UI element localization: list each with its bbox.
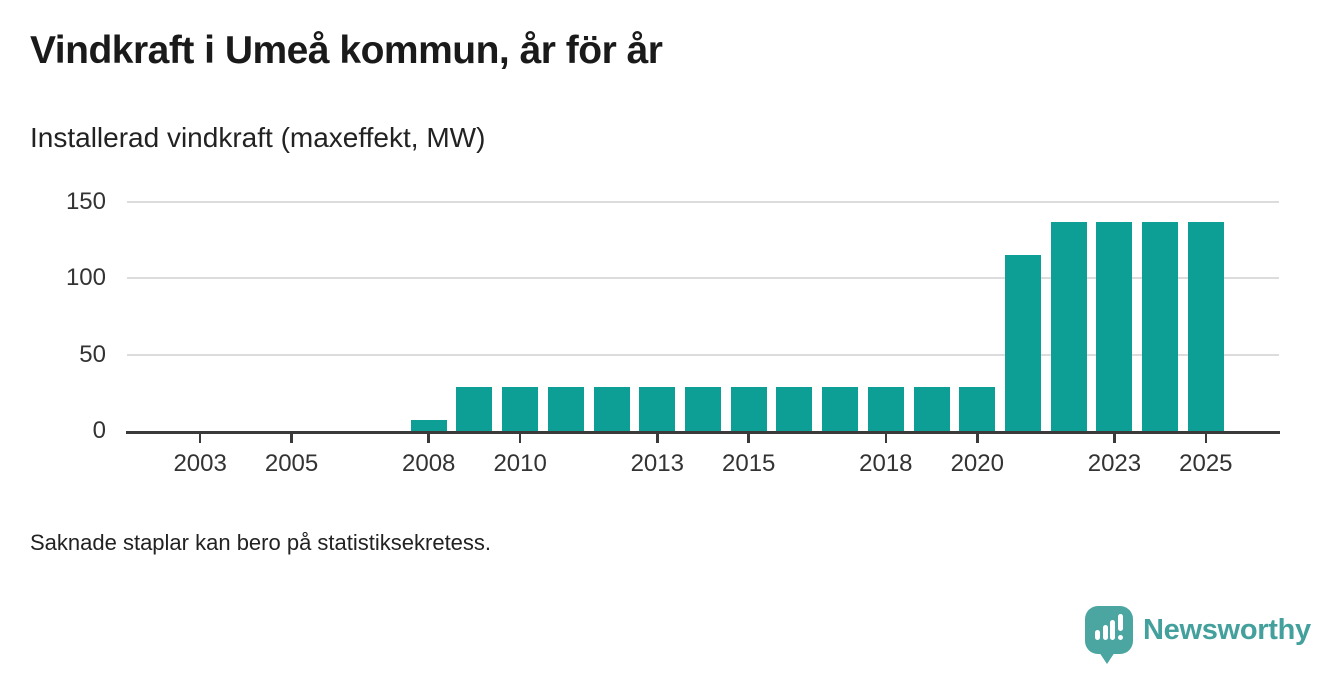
logo-exclamation-line <box>1117 614 1123 631</box>
x-tick-2015 <box>747 434 750 443</box>
x-axis-label-2008: 2008 <box>402 450 456 477</box>
x-axis-label-2023: 2023 <box>1087 450 1142 477</box>
x-axis-label-2005: 2005 <box>264 450 319 477</box>
bar-2016 <box>776 386 813 431</box>
x-tick-2008 <box>427 434 430 443</box>
x-tick-2005 <box>290 434 293 443</box>
bar-2009 <box>456 386 493 431</box>
bar-2008 <box>410 420 447 431</box>
bar-2019 <box>913 386 950 431</box>
speech-bubble-icon <box>1085 606 1133 654</box>
bar-2023 <box>1096 221 1133 431</box>
chart-subtitle: Installerad vindkraft (maxeffekt, MW) <box>30 122 486 153</box>
bar-2012 <box>593 386 630 431</box>
x-axis-label-2020: 2020 <box>950 450 1004 477</box>
logo-bar-medium <box>1102 625 1108 640</box>
newsworthy-logo: Newsworthy <box>1085 606 1311 664</box>
bar-2020 <box>959 386 996 431</box>
x-axis-label-2010: 2010 <box>493 450 547 477</box>
x-axis-label-2025: 2025 <box>1179 450 1233 477</box>
speech-bubble-tail <box>1099 652 1115 664</box>
bar-2013 <box>639 386 676 431</box>
gridline-100 <box>127 277 1279 280</box>
x-axis-line <box>126 430 1280 434</box>
x-tick-2010 <box>518 434 522 443</box>
bar-2017 <box>822 386 859 431</box>
bar-2021 <box>1005 255 1041 431</box>
logo-exclamation-dot <box>1117 634 1123 640</box>
x-tick-2013 <box>656 434 659 443</box>
bar-2022 <box>1050 221 1087 431</box>
x-axis-label-2015: 2015 <box>722 450 776 477</box>
bar-2010 <box>502 386 539 431</box>
x-tick-2020 <box>976 434 979 443</box>
x-axis-label-2003: 2003 <box>173 450 227 477</box>
x-axis-label-2013: 2013 <box>630 450 684 477</box>
bar-2011 <box>547 386 584 431</box>
y-axis-label-100: 100 <box>65 264 106 292</box>
bar-2014 <box>685 386 721 431</box>
x-axis-label-2018: 2018 <box>859 450 913 477</box>
x-tick-2023 <box>1113 434 1116 443</box>
y-axis-label-0: 0 <box>92 417 106 444</box>
bar-2024 <box>1142 221 1179 431</box>
bar-2015 <box>730 386 767 431</box>
bar-2025 <box>1187 221 1224 431</box>
bar-2018 <box>867 386 904 431</box>
gridline-150 <box>127 201 1279 203</box>
x-tick-2025 <box>1204 434 1208 443</box>
x-tick-2003 <box>198 434 202 443</box>
logo-bar-small <box>1095 630 1100 640</box>
y-axis-label-150: 150 <box>65 188 106 215</box>
gridline-50 <box>127 353 1279 356</box>
chart-footnote: Saknade staplar kan bero på statistiksek… <box>30 530 492 555</box>
logo-bar-tall <box>1110 620 1115 640</box>
x-tick-2018 <box>884 434 888 443</box>
page-title: Vindkraft i Umeå kommun, år för år <box>30 29 663 72</box>
newsworthy-wordmark: Newsworthy <box>1143 614 1311 646</box>
y-axis-label-50: 50 <box>79 340 106 368</box>
newsworthy-logo-icon <box>1085 606 1133 664</box>
